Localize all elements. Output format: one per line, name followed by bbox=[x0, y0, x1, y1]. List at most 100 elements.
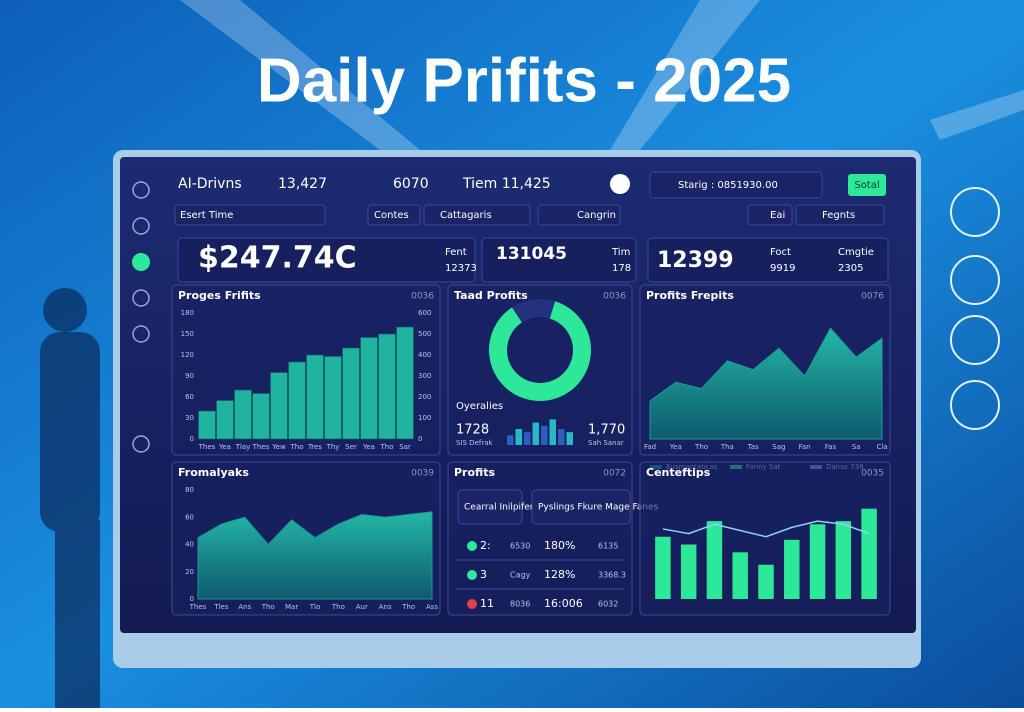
bar bbox=[234, 389, 252, 440]
kpi-label: Foct bbox=[770, 247, 791, 258]
table-cell: Cagy bbox=[510, 571, 531, 580]
y-tick-label: 0 bbox=[190, 435, 194, 443]
filter-chip[interactable] bbox=[367, 204, 421, 226]
search-text: Starig : 0851930.00 bbox=[678, 180, 778, 191]
filter-chip[interactable] bbox=[747, 204, 793, 226]
bar bbox=[680, 544, 697, 599]
x-tick-label: Fad bbox=[644, 443, 656, 451]
x-tick-label: Tas bbox=[747, 443, 759, 451]
bar bbox=[861, 508, 877, 599]
kpi-card bbox=[177, 237, 476, 283]
x-tick-label: Thes bbox=[189, 603, 207, 611]
x-tick-label: Ans bbox=[238, 603, 251, 611]
bar bbox=[324, 356, 342, 440]
filter-label: Cangrin bbox=[577, 210, 616, 221]
bar bbox=[360, 337, 378, 440]
kpi-value: 12373 bbox=[445, 263, 477, 274]
bar bbox=[835, 521, 852, 599]
line bbox=[662, 520, 870, 538]
y-tick-label: 40 bbox=[185, 541, 194, 549]
bar bbox=[378, 333, 396, 440]
y-tick-label: 120 bbox=[181, 351, 194, 359]
kpi-main: 131045 bbox=[496, 244, 567, 264]
x-tick-label: Yew bbox=[271, 443, 286, 451]
x-tick-label: Tho bbox=[380, 443, 394, 451]
y2-tick-label: 300 bbox=[418, 372, 431, 380]
row-icon bbox=[467, 541, 477, 551]
table-cell: 11 bbox=[480, 597, 494, 610]
search-box[interactable] bbox=[649, 171, 823, 199]
bar bbox=[216, 400, 234, 440]
donut-segment bbox=[512, 299, 556, 323]
page-title: Daily Prifits - 2025 bbox=[257, 46, 791, 115]
table-cell: 16:006 bbox=[544, 597, 583, 610]
x-tick-label: Tha bbox=[720, 443, 734, 451]
panel-code: 0036 bbox=[411, 292, 434, 302]
filter-label: Fegnts bbox=[822, 210, 855, 221]
filter-bar: Esert Time Contes Cattagaris Cangrin Eai… bbox=[174, 204, 885, 226]
bar bbox=[732, 552, 748, 599]
x-tick-label: Ser bbox=[345, 443, 357, 451]
filter-chip[interactable] bbox=[795, 204, 885, 226]
filter-chip[interactable] bbox=[423, 204, 531, 226]
kpi-label: Fent bbox=[445, 247, 467, 258]
mini-bar bbox=[507, 435, 514, 445]
x-tick-label: Tho bbox=[331, 603, 345, 611]
bar bbox=[396, 326, 414, 440]
next-button[interactable] bbox=[610, 174, 630, 194]
subtitle: Oyeralies bbox=[456, 401, 503, 412]
x-tick-label: Mar bbox=[285, 603, 298, 611]
table-cell: 3368.3 bbox=[598, 571, 626, 580]
table-cell: 6530 bbox=[510, 542, 530, 551]
x-tick-label: Fan bbox=[799, 443, 811, 451]
mini-bar bbox=[515, 429, 522, 445]
bar bbox=[198, 410, 216, 440]
action-label: Sotal bbox=[854, 180, 879, 191]
y2-tick-label: 100 bbox=[418, 414, 431, 422]
table-cell: 6135 bbox=[598, 542, 618, 551]
x-tick-label: Tho bbox=[401, 603, 415, 611]
x-tick-label: Ass bbox=[426, 603, 438, 611]
panel-code: 0039 bbox=[411, 469, 434, 479]
filter-label: Eai bbox=[770, 210, 785, 221]
x-tick-label: Sa bbox=[852, 443, 861, 451]
kpi-main: 12399 bbox=[657, 248, 734, 273]
dropdown[interactable] bbox=[174, 204, 326, 226]
x-tick-label: Yea bbox=[362, 443, 375, 451]
panel-title: Profits bbox=[454, 466, 495, 479]
filter-label: Contes bbox=[374, 210, 409, 221]
y-tick-label: 80 bbox=[185, 486, 194, 494]
panel-code: 0036 bbox=[603, 292, 626, 302]
filter-chip[interactable] bbox=[537, 204, 621, 226]
kpi-main: $247.74C bbox=[198, 241, 357, 276]
y-tick-label: 180 bbox=[181, 309, 194, 317]
panel-title: Proges Frifits bbox=[178, 289, 261, 302]
table-cell: 8036 bbox=[510, 600, 530, 609]
bar bbox=[270, 372, 288, 440]
kpi-label: Tim bbox=[611, 247, 630, 258]
table-cell: 128% bbox=[544, 568, 575, 581]
x-tick-label: Tlay bbox=[235, 443, 251, 451]
x-tick-label: Yea bbox=[218, 443, 231, 451]
kpi-value: 9919 bbox=[770, 263, 795, 274]
x-tick-label: Tho bbox=[694, 443, 708, 451]
bar bbox=[342, 347, 360, 440]
side-icons bbox=[950, 187, 1000, 430]
mini-bar bbox=[524, 432, 531, 445]
area bbox=[197, 511, 433, 600]
y-tick-label: 90 bbox=[185, 372, 194, 380]
panel bbox=[639, 461, 891, 616]
y-tick-label: 30 bbox=[185, 414, 194, 422]
area bbox=[649, 327, 883, 440]
x-tick-label: Ans bbox=[379, 603, 392, 611]
x-tick-label: Yea bbox=[669, 443, 682, 451]
person bbox=[40, 288, 100, 708]
x-tick-label: Tlo bbox=[309, 603, 321, 611]
panel-code: 0076 bbox=[861, 292, 884, 302]
action-button[interactable] bbox=[848, 174, 886, 196]
light-rays bbox=[180, 0, 1024, 150]
x-tick-label: Fas bbox=[825, 443, 837, 451]
top-item: Tiem 11,425 bbox=[462, 176, 551, 192]
x-tick-label: Tres bbox=[307, 443, 322, 451]
